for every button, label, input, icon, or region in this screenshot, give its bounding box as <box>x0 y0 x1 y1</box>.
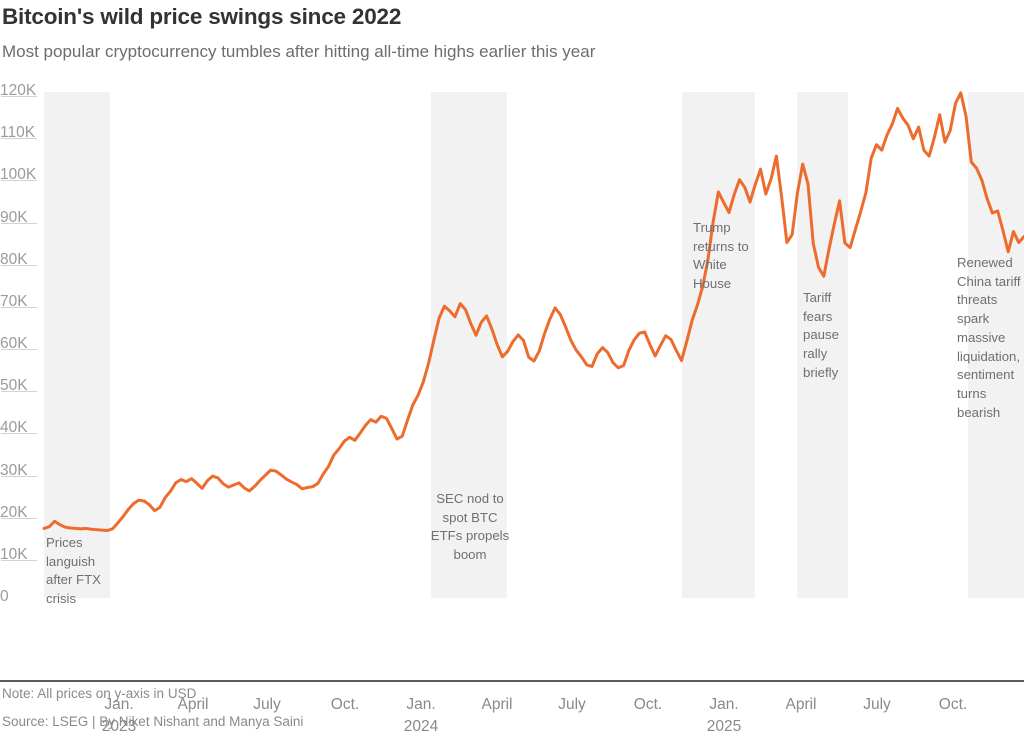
x-axis-tick-line1: Jan. <box>104 696 134 713</box>
x-axis-tick-label: Oct. <box>913 694 993 716</box>
y-axis-tick-label: 60K <box>0 335 28 352</box>
x-axis-tick-line1: April <box>785 696 817 713</box>
chart-annotation: Trump returns to White House <box>693 220 749 292</box>
y-axis-tick-label: 10K <box>0 545 28 563</box>
y-axis-tick-rule <box>1 180 37 182</box>
chart-note: Note: All prices on y-axis in USD <box>2 686 197 701</box>
y-axis-tick-rule <box>1 222 37 224</box>
x-axis-tick-label: Oct. <box>305 694 385 716</box>
x-axis-tick-line1: Jan. <box>709 696 739 713</box>
y-axis-tick-label: 20K <box>0 503 28 521</box>
x-axis-tick-line1: Jan. <box>406 696 436 713</box>
x-axis-tick-label: April <box>153 694 233 716</box>
chart-annotation: Prices languish after FTX crisis <box>46 535 101 607</box>
y-axis-tick-rule <box>1 391 37 393</box>
x-axis-tick-line2: 2024 <box>403 718 439 735</box>
y-axis-tick-rule <box>1 264 37 266</box>
x-axis-tick-line1: July <box>558 696 586 713</box>
price-line-layer <box>42 91 1024 533</box>
x-axis-tick-line1: Oct. <box>633 696 663 713</box>
y-axis-tick-rule <box>1 306 37 308</box>
y-axis-tick-rule <box>1 138 37 140</box>
y-axis-tick-label: 110K <box>0 124 36 142</box>
y-axis-tick-rule <box>1 559 37 561</box>
shaded-band <box>44 92 110 598</box>
x-axis-tick-label: Jan. 2024 <box>381 694 461 738</box>
y-axis-tick-label: 0 <box>0 588 9 605</box>
x-axis-tick-line1: April <box>177 696 209 713</box>
chart-annotation: Renewed China tariff threats spark massi… <box>957 255 1021 420</box>
y-axis-tick-label: 70K <box>0 292 28 310</box>
shaded-band <box>682 92 755 598</box>
x-axis-tick-label: April <box>457 694 537 716</box>
x-axis-tick-line1: April <box>481 696 513 713</box>
y-axis-tick-label: 50K <box>0 377 28 395</box>
y-axis-tick-rule <box>1 96 37 97</box>
y-axis-tick-rule <box>1 349 37 350</box>
x-axis-tick-label: Jan. 2025 <box>684 694 764 738</box>
x-axis-tick-label: July <box>532 694 612 716</box>
plot-area: 120K 110K 100K 90K 80K 70K 60K 50K 40K 30K 20K 10K 0… <box>0 82 1024 735</box>
x-axis-tick-line1: Oct. <box>938 696 968 713</box>
shaded-band <box>431 92 507 598</box>
price-line <box>42 91 1024 533</box>
y-axis-tick-rule <box>1 475 37 477</box>
y-axis-tick-label: 40K <box>0 419 28 437</box>
chart-annotation: Tariff fears pause rally briefly <box>803 290 839 380</box>
chart-annotation: SEC nod to spot BTC ETFs propels boom <box>430 491 510 563</box>
shaded-band <box>968 92 1024 598</box>
y-axis-tick-label: 100K <box>0 166 37 184</box>
x-axis-tick-label: Jan. 2023 <box>79 694 159 738</box>
x-axis-tick-label: April <box>761 694 841 716</box>
y-axis-tick-label: 80K <box>0 250 28 268</box>
x-axis-tick-line1: Oct. <box>330 696 360 713</box>
x-axis-tick-line1: July <box>253 696 281 713</box>
y-axis-tick-rule <box>1 517 37 519</box>
y-axis-tick-label: 30K <box>0 461 28 479</box>
y-axis-tick-rule <box>1 433 37 435</box>
chart-source: Source: LSEG | By Niket Nishant and Many… <box>2 714 304 729</box>
x-axis-tick-line2: 2023 <box>101 718 137 735</box>
x-axis-tick-label: July <box>837 694 917 716</box>
chart-subtitle: Most popular cryptocurrency tumbles afte… <box>2 42 596 61</box>
x-axis-tick-label: July <box>227 694 307 716</box>
x-axis-tick-label: Oct. <box>608 694 688 716</box>
page-title: Bitcoin's wild price swings since 2022 <box>2 4 402 29</box>
y-axis-tick-label: 120K <box>0 82 37 99</box>
x-axis-tick-line2: 2025 <box>706 718 742 735</box>
x-axis-tick-line1: July <box>863 696 891 713</box>
y-axis-tick-label: 90K <box>0 208 28 226</box>
x-axis-baseline <box>0 680 1024 682</box>
